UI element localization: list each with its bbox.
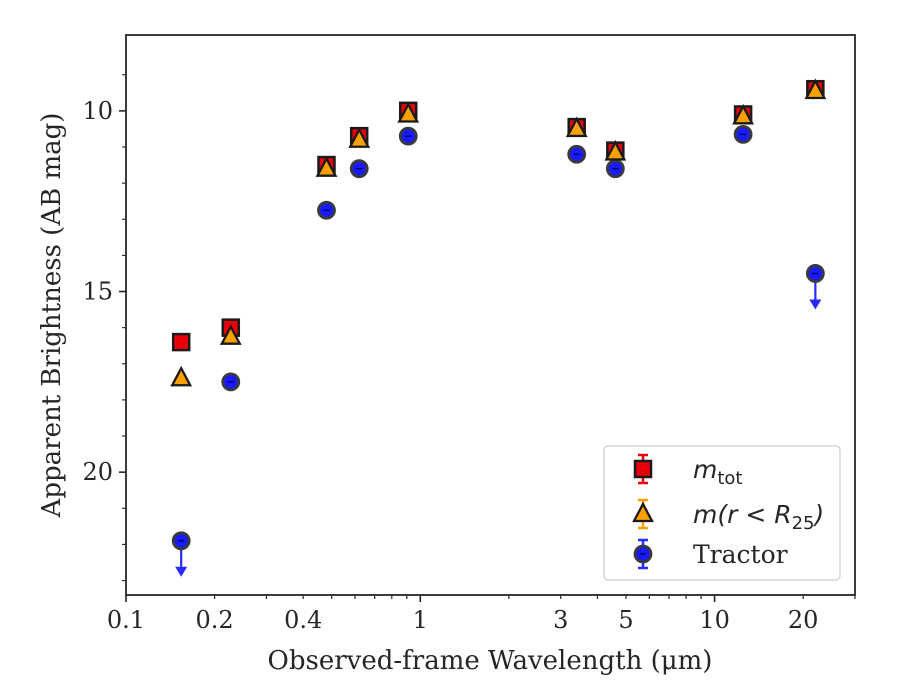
y-axis-label: Apparent Brightness (AB mag)	[37, 113, 67, 519]
y-tick-label: 15	[82, 278, 113, 306]
legend-label: Tractor	[693, 540, 788, 569]
legend-label: m(r < R25)	[693, 500, 824, 534]
mr25-point	[604, 139, 627, 161]
legend: mtot m(r < R25) Tractor	[603, 445, 841, 581]
marker-body	[732, 103, 755, 125]
x-tick-label: 0.1	[107, 606, 145, 634]
y-tick-label: 20	[82, 458, 113, 486]
tractor-point	[805, 264, 825, 283]
mr25-point	[170, 365, 193, 387]
marker-body	[170, 365, 193, 387]
tractor-point	[398, 126, 418, 146]
data-markers	[170, 78, 827, 577]
tractor-point	[317, 200, 336, 220]
x-tick-label: 0.2	[196, 606, 234, 634]
legend-label-base: m	[693, 455, 717, 484]
x-axis: 0.1 0.2 0.4 1 3 5 10 20	[107, 595, 856, 634]
tractor-point	[733, 124, 753, 144]
legend-marker	[633, 459, 653, 479]
marker-body	[604, 139, 627, 161]
x-tick-label: 10	[699, 606, 730, 634]
legend-marker	[633, 544, 653, 564]
legend-marker	[632, 501, 654, 523]
marker-body	[804, 78, 827, 100]
y-tick-label: 10	[82, 97, 113, 125]
mr25-point	[348, 127, 371, 148]
legend-label: mtot	[693, 455, 743, 489]
x-tick-label: 0.4	[284, 606, 322, 634]
mr25-point	[565, 116, 588, 138]
marker-body	[397, 102, 420, 123]
marker-body	[348, 127, 371, 148]
mr25-point	[732, 103, 755, 125]
marker-body	[315, 156, 338, 177]
marker-body	[632, 501, 654, 523]
x-tick-label: 1	[413, 606, 428, 634]
y-axis: 10 15 20	[82, 74, 126, 582]
tractor-point	[567, 144, 587, 164]
x-tick-label: 3	[553, 606, 568, 634]
x-tick-label: 5	[618, 606, 633, 634]
mtot-point	[171, 332, 191, 352]
marker-body	[219, 324, 242, 345]
upper-limit-head	[809, 299, 822, 310]
x-tick-label: 20	[788, 606, 819, 634]
marker-body	[565, 116, 588, 138]
legend-label-tail: )	[813, 500, 825, 529]
legend-label-sub: tot	[717, 468, 742, 489]
mr25-point	[804, 78, 827, 100]
tractor-point	[349, 159, 369, 179]
mr25-point	[315, 156, 338, 177]
tractor-point	[221, 372, 241, 392]
x-axis-label: Observed-frame Wavelength (μm)	[268, 646, 713, 676]
mr25-point	[397, 102, 420, 123]
legend-label-base: m(r < R	[693, 500, 792, 529]
legend-label-sub: 25	[792, 513, 815, 534]
mr25-point	[219, 324, 242, 345]
tractor-point	[171, 531, 191, 551]
tractor-point	[605, 159, 625, 179]
upper-limit-head	[175, 566, 188, 577]
legend-box	[603, 445, 841, 581]
